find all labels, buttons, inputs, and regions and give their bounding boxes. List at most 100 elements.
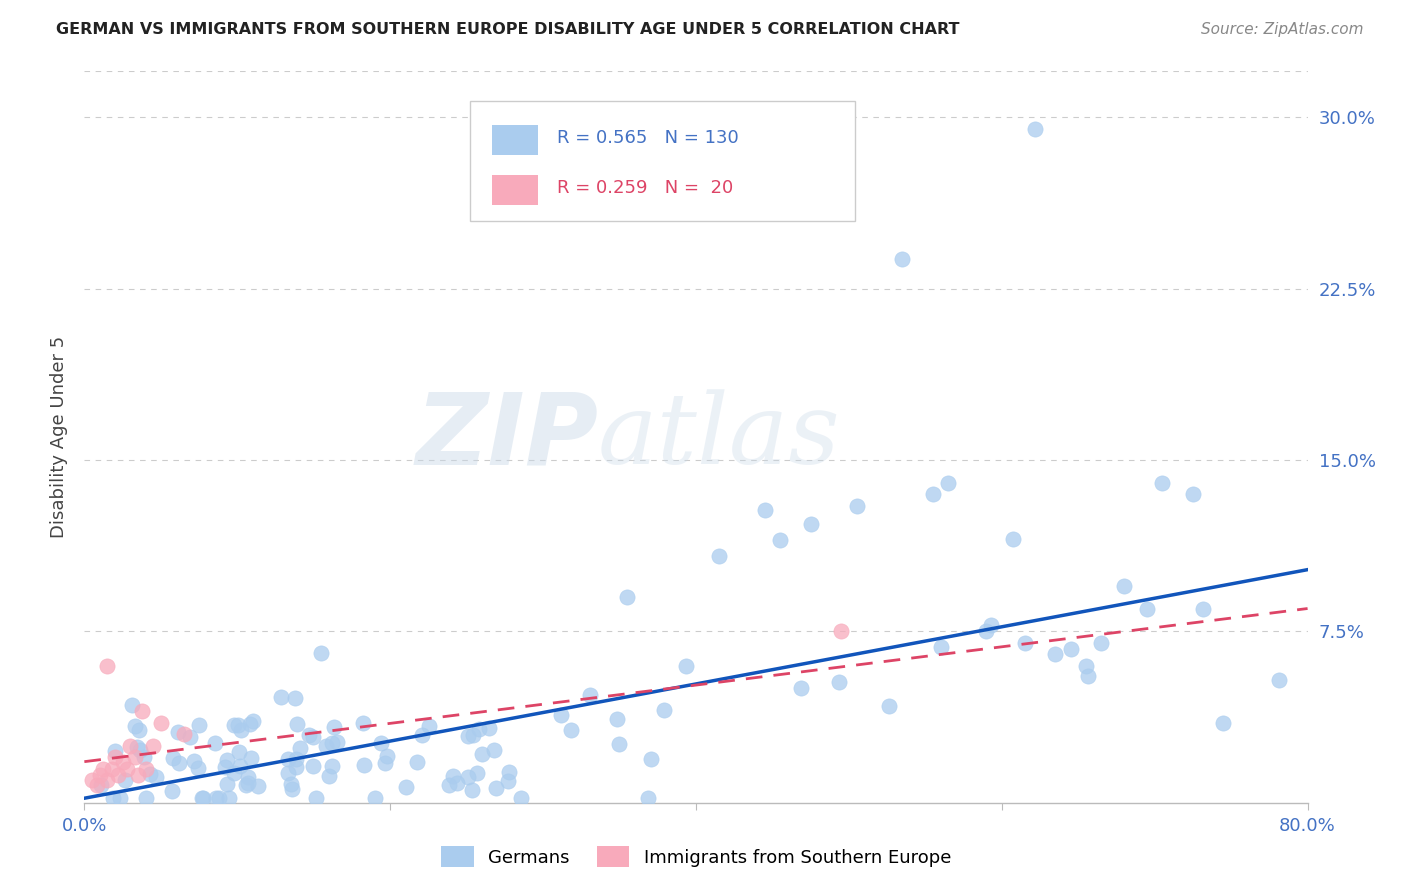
Point (127, 768, 149, 782)
Point (769, 533, 792, 547)
Point (411, 728, 433, 742)
Point (616, 590, 638, 604)
Point (370, 736, 392, 750)
Legend: Germans, Immigrants from Southern Europe: Germans, Immigrants from Southern Europe (434, 839, 957, 874)
Point (485, 780, 508, 795)
Point (135, 762, 157, 776)
Point (149, 715, 172, 730)
Point (609, 737, 631, 751)
Point (103, 791, 125, 805)
Point (321, 759, 343, 773)
Point (107, 768, 129, 782)
Point (790, 681, 813, 695)
Point (183, 755, 205, 769)
Point (101, 762, 124, 776)
Point (204, 736, 226, 750)
Point (120, 739, 142, 753)
Point (228, 745, 250, 759)
Point (229, 758, 252, 772)
Point (877, 698, 900, 713)
Text: R = 0.565   N = 130: R = 0.565 N = 130 (557, 129, 738, 147)
Point (239, 717, 262, 731)
Point (754, 503, 776, 517)
Point (446, 775, 468, 789)
Point (86, 778, 108, 792)
Point (131, 705, 153, 719)
Point (560, 723, 582, 737)
Point (441, 769, 464, 783)
Point (215, 777, 238, 791)
Point (606, 713, 628, 727)
Point (285, 716, 308, 731)
Point (471, 747, 494, 762)
Point (322, 720, 344, 734)
Point (298, 728, 321, 742)
Point (929, 640, 952, 655)
Point (457, 770, 479, 784)
Point (405, 755, 427, 769)
Point (134, 749, 156, 764)
Point (191, 791, 214, 805)
Point (91, 762, 114, 776)
Point (302, 759, 325, 773)
Point (208, 791, 231, 805)
Point (187, 761, 209, 775)
Point (108, 791, 131, 805)
Point (637, 791, 659, 805)
Point (127, 739, 149, 754)
Point (353, 757, 375, 772)
Point (326, 734, 349, 748)
Point (496, 774, 519, 789)
Point (80, 772, 103, 787)
Point (247, 779, 270, 793)
Point (1152, 475, 1174, 490)
Point (166, 725, 188, 739)
Point (111, 755, 134, 769)
Point (187, 718, 209, 732)
Point (457, 729, 479, 743)
Point (707, 549, 730, 563)
Point (1268, 673, 1291, 687)
FancyBboxPatch shape (492, 175, 538, 205)
Point (104, 744, 127, 758)
Point (281, 781, 304, 796)
Text: Source: ZipAtlas.com: Source: ZipAtlas.com (1201, 22, 1364, 37)
Point (321, 736, 343, 750)
Point (375, 748, 398, 763)
Point (214, 760, 236, 774)
Point (1090, 636, 1112, 650)
Point (1045, 647, 1067, 661)
Point (1060, 642, 1083, 657)
Point (1077, 668, 1099, 682)
Point (437, 778, 460, 792)
Point (218, 791, 240, 805)
Point (364, 791, 387, 805)
Point (142, 739, 165, 753)
Point (240, 751, 263, 765)
Point (468, 722, 491, 736)
FancyBboxPatch shape (492, 125, 538, 155)
Point (465, 765, 488, 780)
Point (222, 718, 245, 732)
Point (461, 728, 484, 742)
Point (1114, 579, 1136, 593)
Point (128, 723, 150, 738)
Point (204, 791, 226, 805)
Point (800, 516, 823, 531)
Point (510, 791, 533, 805)
Point (280, 777, 302, 791)
FancyBboxPatch shape (470, 101, 855, 221)
Point (1212, 715, 1234, 730)
Point (228, 718, 250, 732)
Point (922, 487, 945, 501)
Point (460, 783, 482, 797)
Point (124, 750, 146, 764)
Point (579, 689, 602, 703)
Point (238, 776, 260, 790)
Point (1074, 658, 1097, 673)
Point (173, 727, 195, 741)
Point (191, 791, 214, 805)
Point (305, 791, 328, 805)
Point (283, 691, 305, 706)
Point (352, 716, 374, 731)
